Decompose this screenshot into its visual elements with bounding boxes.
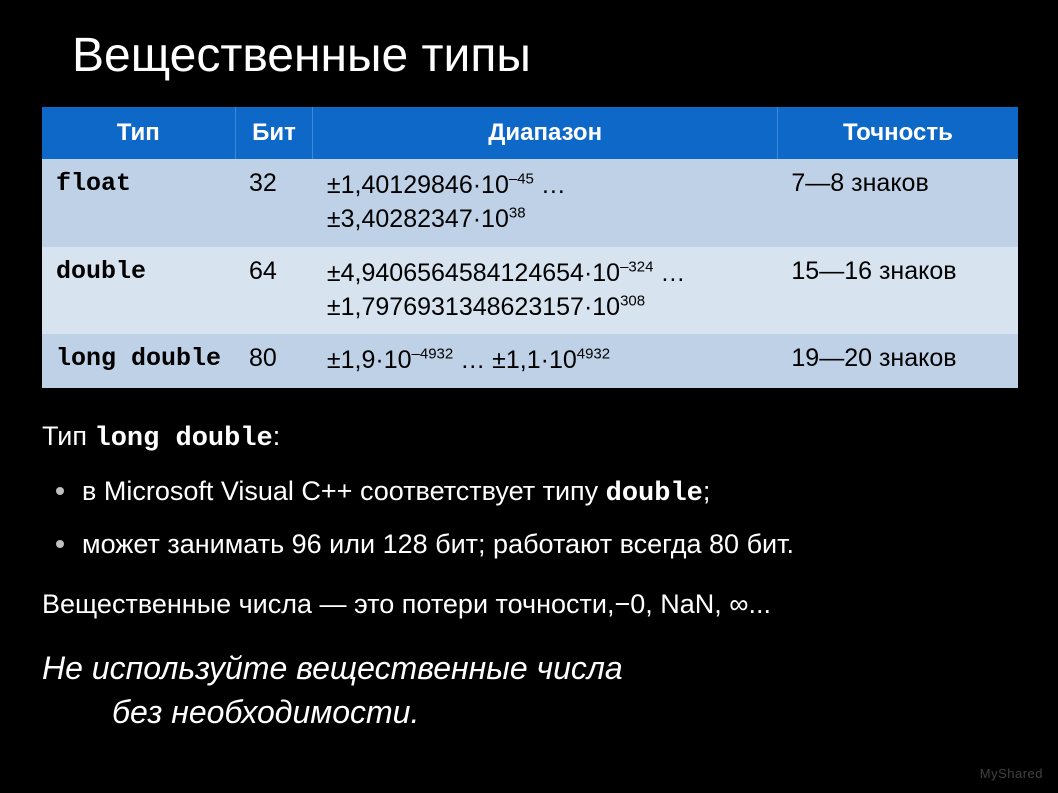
cell-precision: 7—8 знаков [777, 159, 1018, 247]
emphasis-warning: Не используйте вещественные числа без не… [42, 646, 1018, 736]
body-text: Тип long double: в Microsoft Visual C++ … [42, 416, 1018, 735]
cell-range: ±1,9·10–4932 … ±1,1·104932 [313, 334, 777, 388]
cell-precision: 15—16 знаков [777, 247, 1018, 335]
cell-bits: 32 [235, 159, 313, 247]
cell-bits: 80 [235, 334, 313, 388]
emph-line2: без необходимости. [42, 690, 1018, 735]
list-item: в Microsoft Visual C++ соответствует тип… [42, 471, 1018, 516]
slide-container: Вещественные типы Тип Бит Диапазон Точно… [0, 0, 1058, 755]
text: : [273, 421, 281, 451]
code-double: double [606, 479, 703, 509]
cell-precision: 19—20 знаков [777, 334, 1018, 388]
code-long-double: long double [95, 424, 273, 454]
types-table: Тип Бит Диапазон Точность float 32 ±1,40… [42, 107, 1018, 388]
cell-bits: 64 [235, 247, 313, 335]
table-row: long double 80 ±1,9·10–4932 … ±1,1·10493… [42, 334, 1018, 388]
table-row: float 32 ±1,40129846·10–45 … ±3,40282347… [42, 159, 1018, 247]
text: в Microsoft Visual C++ соответствует тип… [82, 476, 606, 506]
cell-range: ±1,40129846·10–45 … ±3,40282347·1038 [313, 159, 777, 247]
watermark: MyShared [980, 766, 1043, 781]
slide-title: Вещественные типы [72, 28, 1018, 83]
table-row: double 64 ±4,9406564584124654·10–324 … ±… [42, 247, 1018, 335]
table-body: float 32 ±1,40129846·10–45 … ±3,40282347… [42, 159, 1018, 388]
cell-type: float [42, 159, 235, 247]
paragraph-real-numbers: Вещественные числа — это потери точности… [42, 584, 1018, 626]
th-precision: Точность [777, 107, 1018, 159]
bullet-list: в Microsoft Visual C++ соответствует тип… [42, 471, 1018, 566]
paragraph-long-double: Тип long double: [42, 416, 1018, 461]
text: ; [703, 476, 711, 506]
th-range: Диапазон [313, 107, 777, 159]
list-item: может занимать 96 или 128 бит; работают … [42, 524, 1018, 566]
text: Тип [42, 421, 95, 451]
th-type: Тип [42, 107, 235, 159]
cell-type: double [42, 247, 235, 335]
cell-type: long double [42, 334, 235, 388]
cell-range: ±4,9406564584124654·10–324 … ±1,79769313… [313, 247, 777, 335]
th-bits: Бит [235, 107, 313, 159]
emph-line1: Не используйте вещественные числа [42, 650, 623, 686]
table-header-row: Тип Бит Диапазон Точность [42, 107, 1018, 159]
